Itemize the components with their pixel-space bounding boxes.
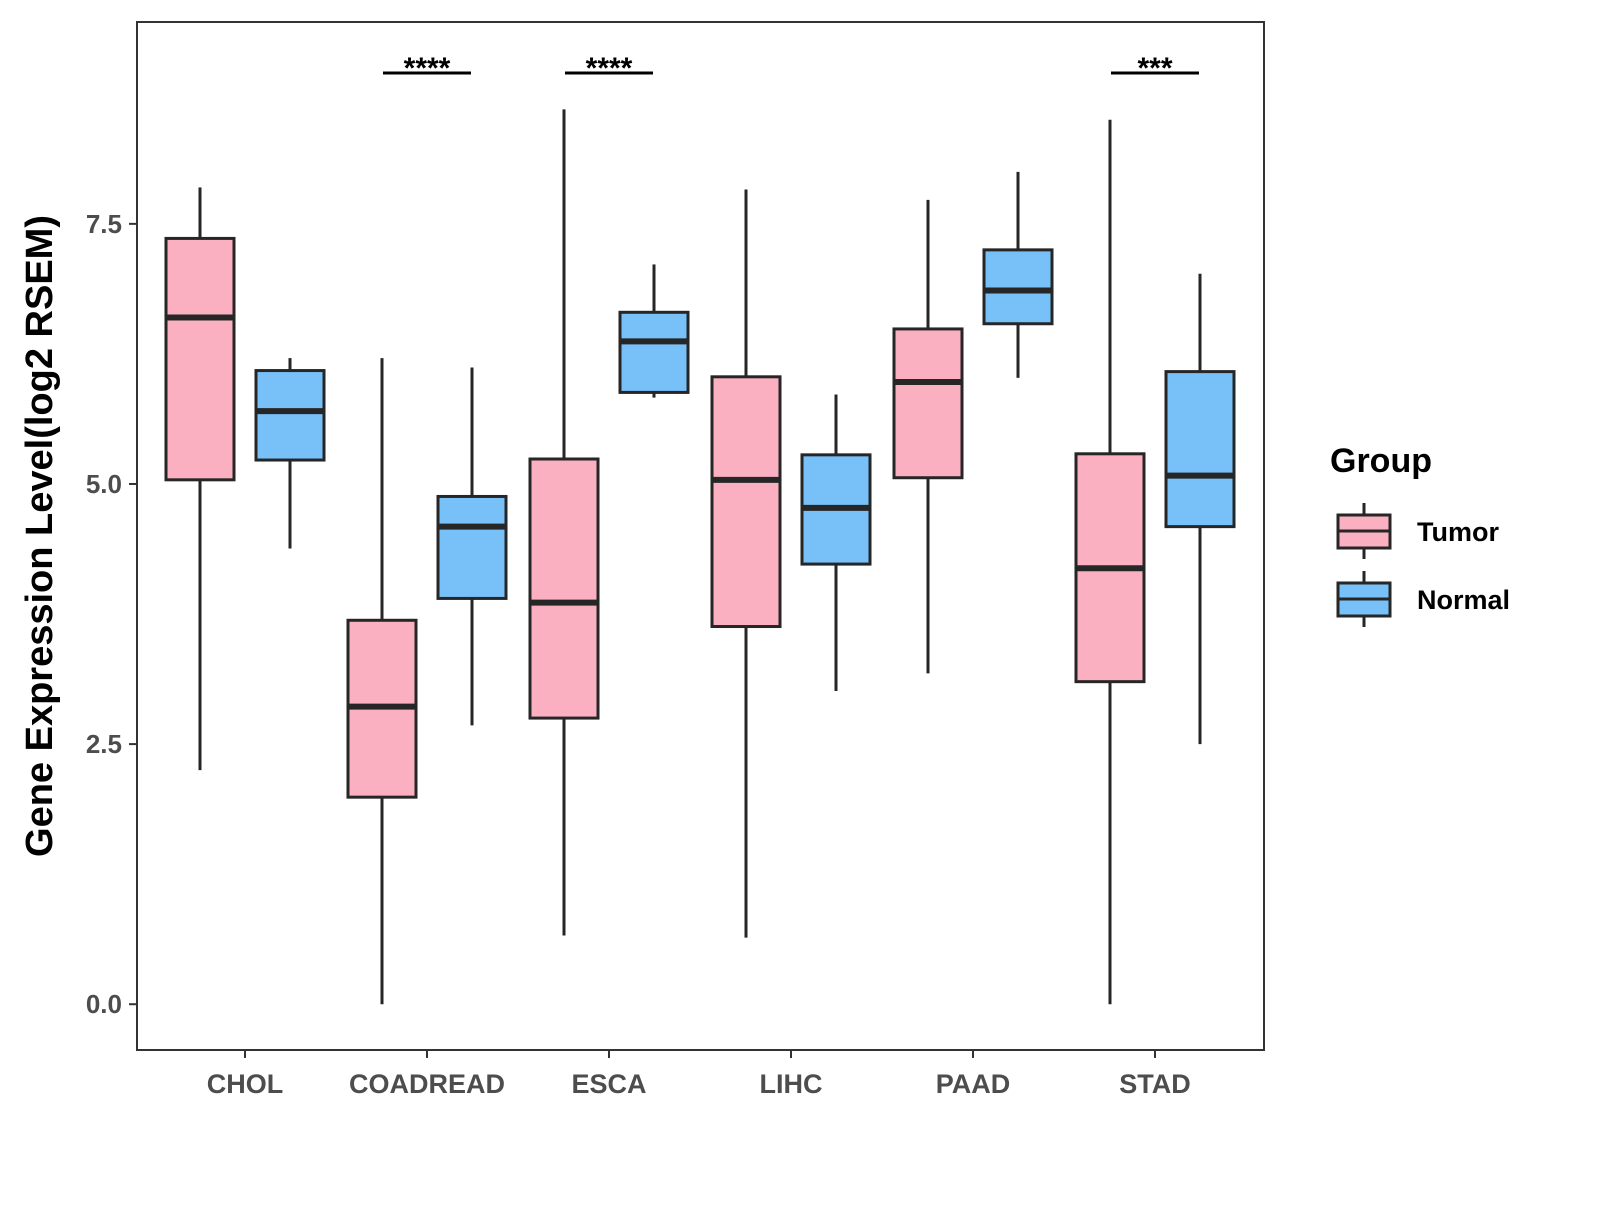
legend-label: Tumor [1417, 517, 1499, 547]
box-tumor-lihc [710, 189, 782, 938]
box-tumor-coadread [346, 358, 418, 1005]
x-tick-label: PAAD [936, 1069, 1011, 1099]
box-normal-stad [1164, 273, 1236, 745]
box-tumor-esca [528, 109, 600, 936]
box-tumor-stad [1074, 119, 1146, 1005]
box-iqr [892, 327, 964, 480]
box-iqr [710, 375, 782, 629]
box-normal-coadread [436, 367, 508, 726]
y-tick-label: 0.0 [86, 989, 122, 1019]
y-tick-label: 2.5 [86, 729, 122, 759]
significance-label: **** [586, 52, 633, 85]
box-normal-esca [618, 264, 690, 398]
x-tick-label: COADREAD [349, 1069, 505, 1099]
y-tick-label: 5.0 [86, 469, 122, 499]
legend: Group Tumor Normal [1330, 442, 1510, 627]
y-tick-label: 7.5 [86, 209, 122, 239]
x-tick-label: LIHC [760, 1069, 823, 1099]
legend-item-tumor: Tumor [1336, 503, 1499, 559]
box-normal-lihc [800, 394, 872, 692]
box-iqr [528, 457, 600, 720]
box-iqr [436, 494, 508, 600]
legend-title: Group [1330, 442, 1432, 480]
box-tumor-chol [164, 187, 236, 771]
x-tick-label: STAD [1119, 1069, 1191, 1099]
box-tumor-paad [892, 199, 964, 674]
box-normal-chol [254, 358, 326, 549]
box-iqr [618, 310, 690, 394]
legend-label: Normal [1417, 585, 1510, 615]
box-iqr [164, 236, 236, 482]
x-tick-label: ESCA [571, 1069, 646, 1099]
x-tick-label: CHOL [207, 1069, 284, 1099]
legend-item-normal: Normal [1336, 571, 1510, 627]
box-iqr [982, 248, 1054, 326]
box-normal-paad [982, 171, 1054, 378]
box-iqr [1164, 370, 1236, 529]
box-iqr [254, 369, 326, 462]
significance-label: *** [1137, 52, 1172, 85]
significance-label: **** [404, 52, 451, 85]
y-axis-label: Gene Expression Level(log2 RSEM) [19, 215, 61, 857]
